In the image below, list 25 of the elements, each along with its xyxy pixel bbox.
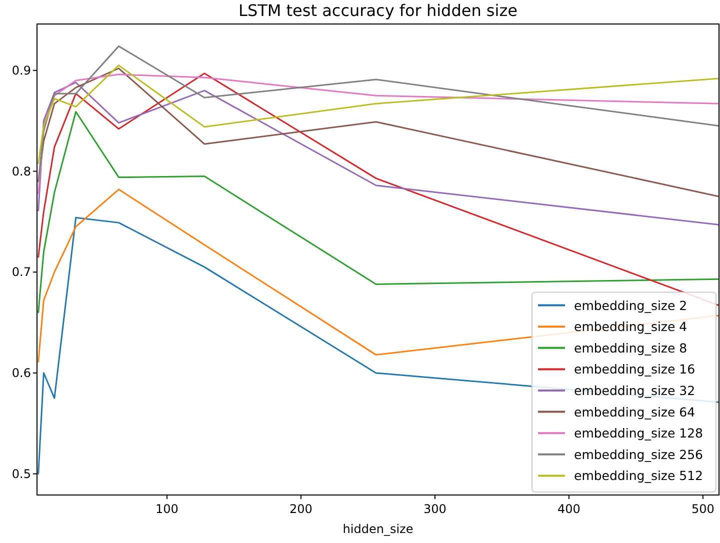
y-tick-label: 0.6 <box>12 366 31 380</box>
legend-label: embedding_size 32 <box>574 383 696 398</box>
y-tick-label: 0.9 <box>12 63 31 78</box>
x-tick-label: 500 <box>691 502 714 516</box>
chart-title: LSTM test accuracy for hidden size <box>238 1 518 20</box>
y-tick-label: 0.5 <box>12 466 31 481</box>
legend-label: embedding_size 256 <box>574 446 704 462</box>
line-series <box>38 45 719 182</box>
legend-label: embedding_size 8 <box>574 340 688 356</box>
x-tick-label: 100 <box>156 502 178 516</box>
x-tick-label: 200 <box>290 502 312 516</box>
x-tick-label: 400 <box>557 502 580 516</box>
legend-label: embedding_size 512 <box>574 468 704 484</box>
line-series <box>38 82 719 226</box>
legend-label: embedding_size 4 <box>574 319 688 334</box>
line-series <box>38 110 719 314</box>
legend-label: embedding_size 128 <box>574 426 704 441</box>
x-tick-label: 300 <box>423 502 446 516</box>
legend-label: embedding_size 64 <box>574 404 696 420</box>
x-axis-title: hidden_size <box>342 522 414 536</box>
y-tick-label: 0.8 <box>12 164 31 178</box>
y-tick-label: 0.7 <box>12 265 31 280</box>
line-series <box>38 64 719 164</box>
legend-label: embedding_size 2 <box>574 298 688 313</box>
legend-label: embedding_size 16 <box>574 362 696 377</box>
